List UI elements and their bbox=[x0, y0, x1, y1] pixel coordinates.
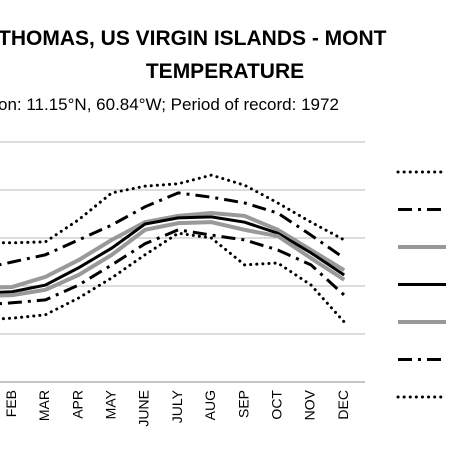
x-tick-label: APR bbox=[69, 390, 85, 419]
series-line bbox=[0, 191, 346, 267]
x-tick-label: MAR bbox=[36, 390, 52, 421]
series-line bbox=[0, 220, 346, 298]
x-tick-label: NOV bbox=[302, 389, 318, 420]
x-tick-label: SEP bbox=[235, 390, 251, 418]
series-line bbox=[0, 211, 346, 290]
series-line bbox=[0, 173, 346, 245]
x-tick-label: OCT bbox=[269, 390, 285, 420]
x-tick-label: JUNE bbox=[136, 390, 152, 427]
x-tick-label: FEB bbox=[3, 390, 19, 417]
chart-title: TEMPERATURE bbox=[146, 60, 304, 83]
series-line bbox=[0, 215, 346, 294]
series-line bbox=[0, 231, 346, 324]
series-line bbox=[0, 228, 346, 306]
x-tick-label: MAY bbox=[103, 389, 119, 419]
x-tick-label: AUG bbox=[202, 390, 218, 420]
chart-title: THOMAS, US VIRGIN ISLANDS - MONT bbox=[0, 27, 387, 50]
x-tick-label: JULY bbox=[169, 389, 185, 423]
chart-subtitle: on: 11.15°N, 60.84°W; Period of record: … bbox=[0, 95, 339, 114]
x-tick-label: DEC bbox=[335, 390, 351, 420]
